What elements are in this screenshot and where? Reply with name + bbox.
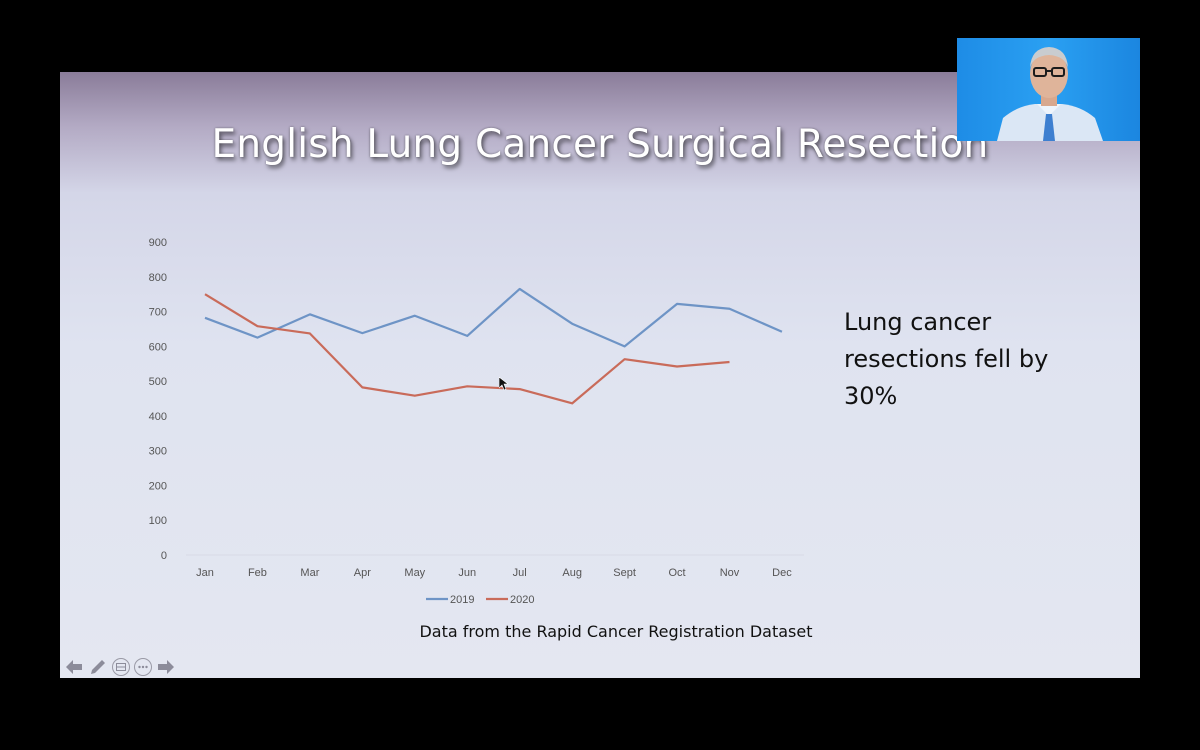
x-tick-label: Mar (300, 567, 319, 579)
x-axis-ticks: Jan Feb Mar Apr May Jun Jul Aug Sept Oct Nov Dec (196, 567, 792, 579)
x-tick-label: Jan (196, 567, 214, 579)
legend-label-2020: 2020 (510, 594, 534, 606)
chart-legend: 2019 2020 (426, 594, 534, 606)
x-tick-label: Sept (613, 567, 636, 579)
y-tick-label: 300 (149, 446, 167, 458)
x-tick-label: Aug (562, 567, 582, 579)
callout-text: Lung cancer resections fell by 30% (844, 308, 1049, 410)
y-tick-label: 900 (149, 237, 167, 249)
y-tick-label: 0 (161, 550, 167, 562)
y-tick-label: 500 (149, 376, 167, 388)
slides-grid-icon[interactable] (112, 658, 130, 676)
legend-label-2019: 2019 (450, 594, 474, 606)
source-note: Data from the Rapid Cancer Registration … (419, 622, 813, 641)
x-tick-label: May (404, 567, 425, 579)
x-tick-label: Apr (354, 567, 371, 579)
x-tick-label: Oct (668, 567, 685, 579)
presenter-silhouette-icon (997, 47, 1103, 141)
x-tick-label: Feb (248, 567, 267, 579)
y-tick-label: 800 (149, 272, 167, 284)
x-tick-label: Dec (772, 567, 792, 579)
y-tick-label: 100 (149, 515, 167, 527)
y-tick-label: 600 (149, 341, 167, 353)
y-axis-ticks: 0 100 200 300 400 500 600 700 800 900 (149, 237, 167, 562)
x-tick-label: Nov (720, 567, 740, 579)
line-chart: 0 100 200 300 400 500 600 700 800 900 Jan Feb Mar Ap… (149, 237, 804, 606)
slide-title: English Lung Cancer Surgical Resection (211, 122, 989, 167)
next-arrow-icon[interactable] (156, 657, 176, 677)
presentation-slide: English Lung Cancer Surgical Resection 0… (60, 72, 1140, 678)
more-options-icon[interactable] (134, 658, 152, 676)
y-tick-label: 400 (149, 411, 167, 423)
x-tick-label: Jul (513, 567, 527, 579)
series-line-2020 (204, 293, 730, 405)
pen-icon[interactable] (88, 657, 108, 677)
series-line-2019 (204, 287, 783, 348)
x-tick-label: Jun (458, 567, 476, 579)
series-lines (204, 287, 783, 405)
presenter-webcam (957, 38, 1140, 141)
y-tick-label: 200 (149, 480, 167, 492)
y-tick-label: 700 (149, 307, 167, 319)
previous-arrow-icon[interactable] (64, 657, 84, 677)
mouse-cursor-icon (499, 377, 509, 391)
slideshow-controls (64, 656, 176, 678)
